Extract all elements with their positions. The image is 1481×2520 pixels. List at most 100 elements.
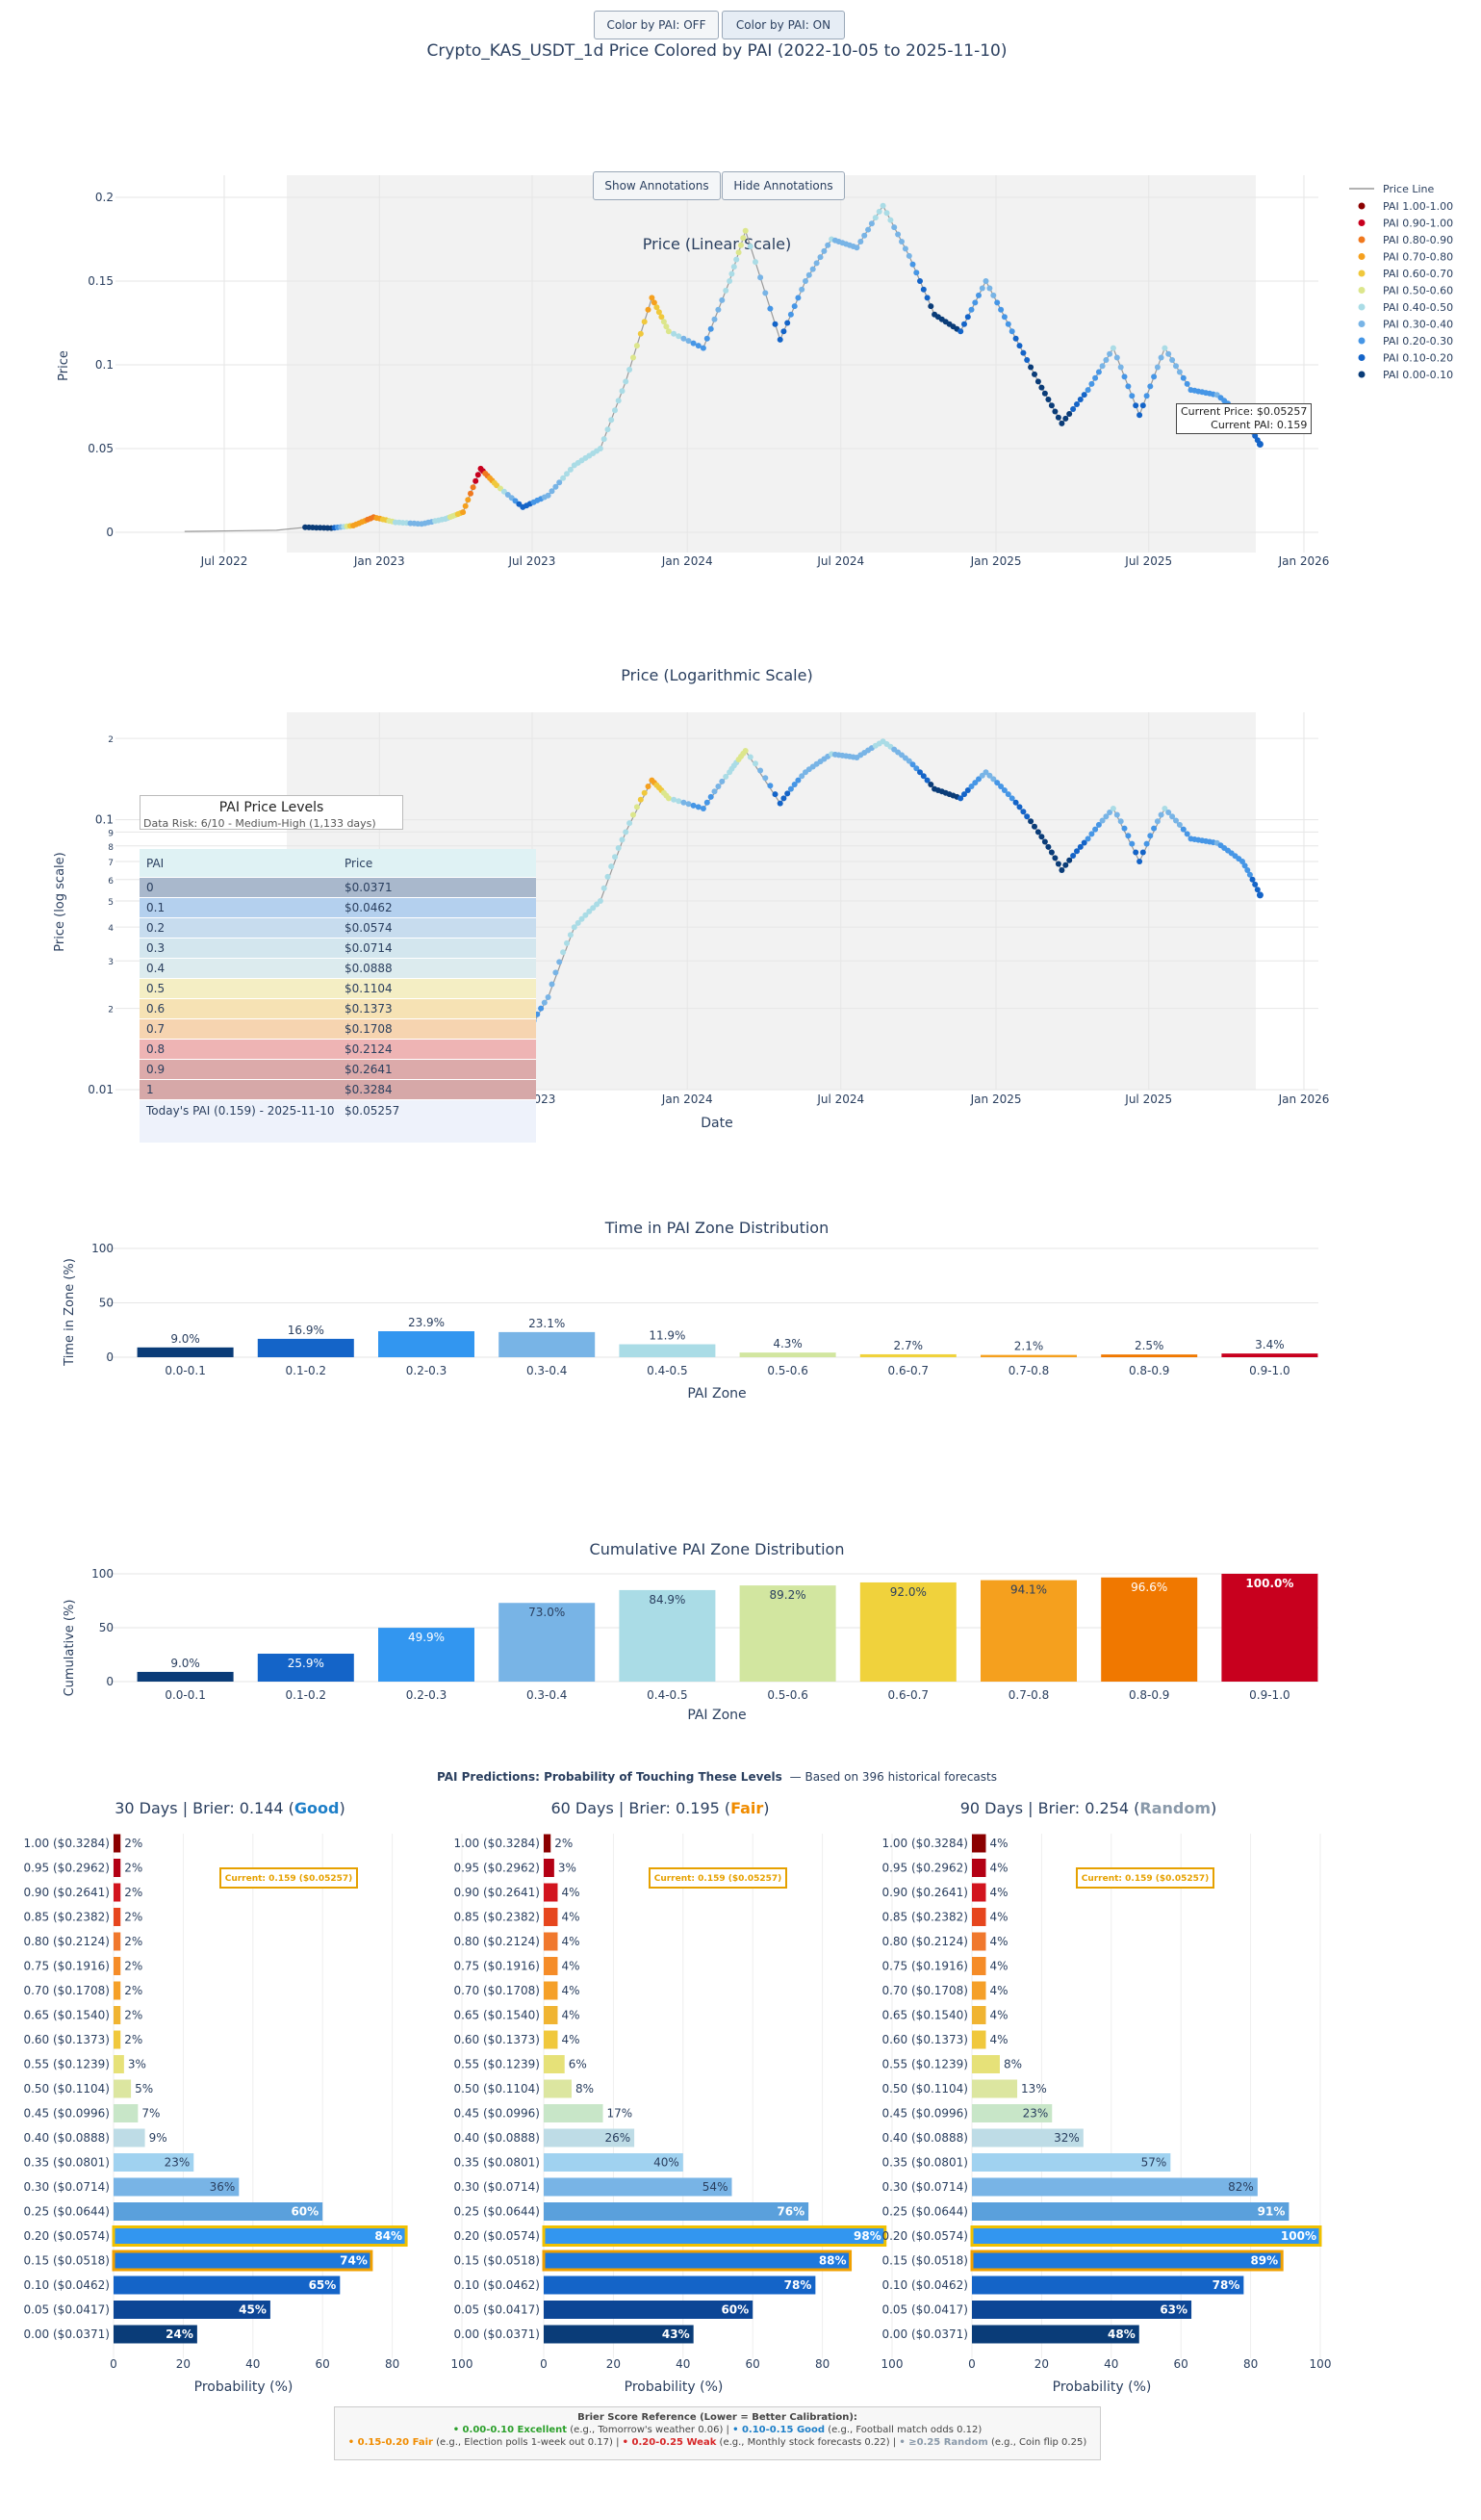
linear-xtick-label: Jan 2024 bbox=[661, 554, 713, 568]
linear-pai-point bbox=[1113, 354, 1120, 361]
predictions-heading-note: — Based on 396 historical forecasts bbox=[790, 1770, 997, 1784]
prediction-value-label: 74% bbox=[340, 2254, 368, 2268]
hide-annotations-button[interactable]: Hide Annotations bbox=[722, 171, 845, 200]
prediction-level-label: 0.35 ($0.0801) bbox=[23, 2156, 110, 2170]
linear-pai-point bbox=[1038, 384, 1045, 391]
linear-pai-point bbox=[651, 299, 657, 306]
prediction-value-label: 4% bbox=[989, 1886, 1008, 1899]
prediction-value-label: 2% bbox=[124, 1984, 142, 1997]
log-pai-point bbox=[1249, 876, 1256, 883]
annotation-pai: Current PAI: 0.159 bbox=[1211, 419, 1308, 431]
log-pai-point bbox=[680, 799, 687, 806]
prediction-level-label: 0.40 ($0.0888) bbox=[881, 2131, 968, 2145]
legend-swatch bbox=[1358, 337, 1366, 345]
time-dist-ylabel: Time in Zone (%) bbox=[63, 1258, 77, 1367]
prediction-bar bbox=[544, 2030, 558, 2049]
color-by-pai-off-button[interactable]: Color by PAI: OFF bbox=[594, 11, 719, 39]
log-pai-point bbox=[608, 863, 615, 870]
log-pai-point bbox=[1103, 813, 1110, 820]
prediction-xtick-label: 60 bbox=[746, 2357, 760, 2371]
log-pai-point bbox=[1048, 849, 1055, 856]
show-annotations-button[interactable]: Show Annotations bbox=[593, 171, 721, 200]
linear-pai-point bbox=[1169, 357, 1176, 363]
prediction-bar bbox=[972, 1932, 986, 1951]
log-pai-point bbox=[594, 901, 600, 908]
linear-pai-point bbox=[813, 260, 820, 267]
log-pai-point bbox=[1020, 809, 1027, 815]
cum-dist-chart: Cumulative PAI Zone Distribution Cumulat… bbox=[63, 1540, 1318, 1723]
prediction-value-label: 7% bbox=[141, 2107, 160, 2121]
brier-weak: • 0.20-0.25 Weak bbox=[622, 2437, 717, 2448]
log-pai-point bbox=[1045, 843, 1052, 850]
log-pai-point bbox=[777, 800, 783, 807]
log-pai-point bbox=[1062, 861, 1069, 868]
pai-table-header: PAI Price bbox=[140, 849, 536, 878]
log-pai-point bbox=[791, 782, 798, 787]
time-dist-ytick-label: 100 bbox=[91, 1242, 114, 1255]
cum-dist-bar bbox=[498, 1603, 596, 1682]
log-pai-point bbox=[983, 769, 989, 776]
legend-label: PAI 0.90-1.00 bbox=[1383, 218, 1453, 230]
linear-pai-point bbox=[772, 321, 779, 327]
log-pai-point bbox=[1158, 811, 1164, 818]
log-pai-point bbox=[695, 804, 702, 810]
prediction-level-label: 0.30 ($0.0714) bbox=[453, 2180, 540, 2194]
prediction-bar bbox=[544, 1957, 558, 1975]
log-ytick-label: 2 bbox=[108, 1006, 114, 1016]
log-pai-point bbox=[1173, 817, 1179, 824]
log-pai-point bbox=[1139, 849, 1146, 856]
prediction-value-label: 54% bbox=[702, 2180, 728, 2194]
pai-level-price: $0.2124 bbox=[338, 1039, 536, 1060]
linear-pai-point bbox=[623, 378, 629, 385]
cum-dist-value-label: 9.0% bbox=[170, 1657, 200, 1670]
log-pai-point bbox=[590, 905, 597, 912]
log-pai-point bbox=[564, 939, 570, 946]
prediction-level-label: 0.05 ($0.0417) bbox=[453, 2303, 540, 2317]
prediction-xtick-label: 100 bbox=[881, 2357, 904, 2371]
linear-pai-point bbox=[994, 299, 1001, 306]
prediction-value-label: 24% bbox=[166, 2327, 193, 2341]
linear-pai-point bbox=[753, 259, 758, 266]
linear-pai-point bbox=[462, 502, 469, 509]
pai-level-value: 0.9 bbox=[140, 1059, 338, 1080]
pai-level-value: 0.5 bbox=[140, 978, 338, 999]
prediction-bar bbox=[972, 1859, 986, 1877]
log-pai-point bbox=[1165, 810, 1172, 815]
linear-pai-point bbox=[809, 266, 816, 272]
linear-pai-point bbox=[920, 286, 927, 293]
color-by-pai-on-button[interactable]: Color by PAI: ON bbox=[722, 11, 845, 39]
cum-dist-bar bbox=[1221, 1574, 1318, 1682]
current-pai-badge: Current: 0.159 ($0.05257) bbox=[1076, 1867, 1214, 1889]
time-dist-chart: Time in PAI Zone Distribution Time in Zo… bbox=[63, 1219, 1318, 1401]
log-pai-point bbox=[1074, 848, 1080, 855]
prediction-bar bbox=[114, 2006, 121, 2024]
linear-pai-point bbox=[608, 417, 615, 424]
prediction-bar bbox=[114, 1957, 121, 1975]
legend-swatch bbox=[1358, 270, 1366, 277]
log-ytick-label: 8 bbox=[108, 843, 114, 853]
prediction-value-label: 2% bbox=[124, 1911, 142, 1924]
prediction-title-prefix: 60 Days | Brier: 0.195 ( bbox=[550, 1799, 730, 1817]
prediction-level-label: 0.85 ($0.2382) bbox=[23, 1911, 110, 1924]
prediction-bar bbox=[544, 1834, 551, 1853]
cum-dist-bar bbox=[378, 1628, 474, 1682]
prediction-bar bbox=[542, 2225, 887, 2247]
prediction-value-label: 48% bbox=[1108, 2327, 1136, 2341]
prediction-level-label: 0.00 ($0.0371) bbox=[453, 2327, 540, 2341]
log-pai-point bbox=[1107, 810, 1113, 815]
log-pai-point bbox=[1028, 818, 1034, 825]
current-pai-badge: Current: 0.159 ($0.05257) bbox=[649, 1867, 787, 1889]
time-dist-bars: 0.0-0.1 9.0% 0.1-0.2 16.9% 0.2-0.3 23.9% 0.3-0… bbox=[137, 1316, 1318, 1377]
log-pai-point bbox=[597, 898, 603, 904]
prediction-bar bbox=[972, 2128, 1084, 2147]
linear-pai-point bbox=[711, 316, 718, 322]
prediction-bar bbox=[544, 2301, 753, 2319]
legend-label: PAI 0.80-0.90 bbox=[1383, 234, 1453, 246]
linear-pai-point bbox=[825, 242, 831, 248]
log-pai-point bbox=[541, 999, 548, 1006]
log-pai-point bbox=[1012, 799, 1019, 806]
linear-pai-point bbox=[1070, 406, 1077, 412]
linear-subtitle: Price (Linear Scale) bbox=[643, 235, 791, 253]
linear-pai-point bbox=[465, 497, 472, 503]
prediction-value-label: 4% bbox=[561, 1935, 579, 1948]
